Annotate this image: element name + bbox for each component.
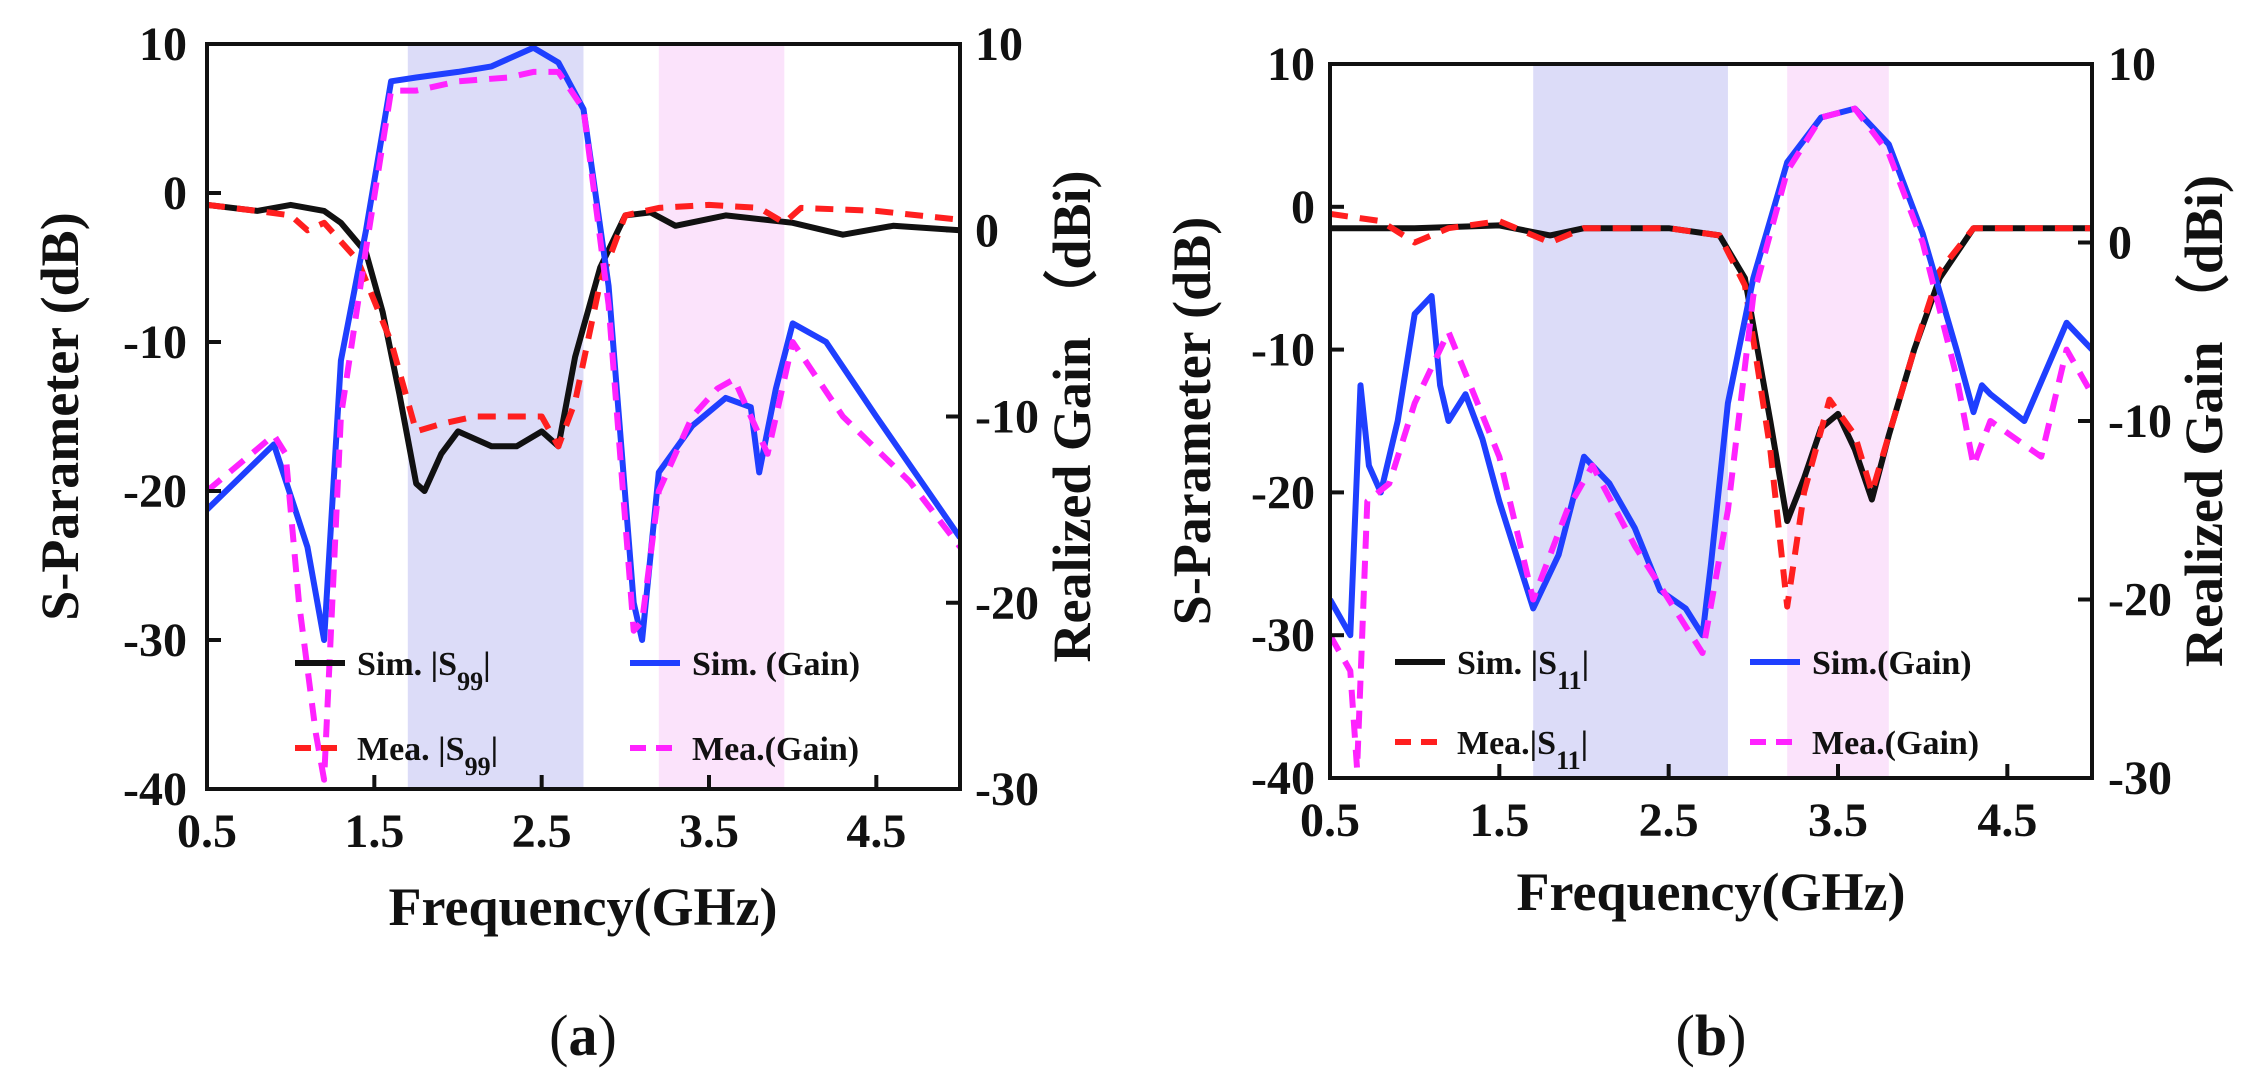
- series-line-1: [207, 201, 960, 494]
- chart-panel-b: 0.5 1.5 2.5 3.5 4.5 10 0 -10 -20 -30 -40 10 0 -10 -20 -…: [1162, 38, 2234, 1068]
- series-line-2: [207, 201, 960, 450]
- legend-entry: Mea.(Gain): [630, 731, 859, 768]
- series-line-4: [207, 68, 960, 783]
- y-right-tick-label: 0: [2108, 217, 2132, 270]
- y-left-tick-label: -40: [123, 763, 187, 816]
- legend-label: Mea.|S11|: [1457, 725, 1588, 775]
- y-left-tick-label: -10: [1251, 324, 1315, 377]
- y-left-tick-label: -20: [123, 465, 187, 518]
- x-tick-label: 2.5: [512, 805, 572, 858]
- legend-entry: Mea.(Gain): [1750, 725, 1979, 762]
- legend-label: Mea. |S99|: [357, 731, 498, 781]
- y-right-tick-label: -20: [975, 577, 1039, 630]
- x-tick-label: 1.5: [1469, 794, 1529, 847]
- y-left-tick-label: -30: [1251, 609, 1315, 662]
- y-left-tick-label: -10: [123, 316, 187, 369]
- panel-caption: (a): [549, 1003, 617, 1068]
- x-tick-label: 4.5: [1977, 794, 2037, 847]
- y-right-axis-label: Realized Gain （dBi): [2174, 175, 2234, 667]
- y-right-tick-label: 10: [2108, 38, 2156, 91]
- legend-entry: Sim.(Gain): [1750, 645, 1972, 682]
- x-tick-label: 0.5: [177, 805, 237, 858]
- legend-entry: Sim. (Gain): [630, 646, 860, 683]
- legend-label: Sim. |S99|: [357, 646, 491, 696]
- y-left-tick-label: -20: [1251, 466, 1315, 519]
- x-tick-label: 3.5: [1808, 794, 1868, 847]
- legend-label: Sim.(Gain): [1812, 645, 1972, 682]
- legend-entry: Sim. |S11|: [1395, 645, 1589, 695]
- series-line-2: [1330, 210, 2092, 610]
- series-line-3: [207, 44, 960, 643]
- x-axis-label: Frequency(GHz): [1517, 862, 1906, 922]
- x-tick-label: 3.5: [679, 805, 739, 858]
- legend-entry: Mea.|S11|: [1395, 725, 1588, 775]
- chart-panel-a: 0.5 1.5 2.5 3.5 4.5 10 0 -10 -20 -30 -40 10 0 -10 -20 -…: [30, 18, 1102, 1068]
- y-left-axis-label: S-Parameter (dB): [30, 212, 90, 620]
- y-left-tick-label: -30: [123, 614, 187, 667]
- y-left-tick-label: 0: [163, 167, 187, 220]
- x-tick-label: 2.5: [1639, 794, 1699, 847]
- y-left-tick-label: 10: [1267, 38, 1315, 91]
- series-line-4: [1330, 105, 2092, 773]
- y-right-tick-label: -20: [2108, 574, 2172, 627]
- x-tick-label: 0.5: [1300, 794, 1360, 847]
- legend-label: Sim. (Gain): [692, 646, 860, 683]
- y-left-tick-label: 0: [1291, 181, 1315, 234]
- highlight-band: [1533, 64, 1728, 778]
- y-right-tick-label: 0: [975, 204, 999, 257]
- y-right-axis-label: Realized Gain （dBi): [1042, 170, 1102, 662]
- highlight-band: [1787, 64, 1889, 778]
- legend-entry: Sim. |S99|: [295, 646, 491, 696]
- y-right-tick-label: -10: [2108, 395, 2172, 448]
- y-right-tick-label: -30: [975, 763, 1039, 816]
- y-right-tick-label: -10: [975, 391, 1039, 444]
- y-left-tick-label: -40: [1251, 752, 1315, 805]
- legend-label: Mea.(Gain): [692, 731, 859, 768]
- x-tick-label: 1.5: [344, 805, 404, 858]
- x-tick-label: 4.5: [846, 805, 906, 858]
- y-left-tick-label: 10: [139, 18, 187, 71]
- y-left-axis-label: S-Parameter (dB): [1162, 217, 1222, 625]
- legend-entry: Mea. |S99|: [295, 731, 498, 781]
- y-right-tick-label: 10: [975, 18, 1023, 71]
- y-right-tick-label: -30: [2108, 752, 2172, 805]
- legend-label: Mea.(Gain): [1812, 725, 1979, 762]
- panel-caption: (b): [1676, 1003, 1747, 1068]
- series-line-3: [1330, 105, 2092, 639]
- legend-label: Sim. |S11|: [1457, 645, 1589, 695]
- x-axis-label: Frequency(GHz): [389, 877, 778, 937]
